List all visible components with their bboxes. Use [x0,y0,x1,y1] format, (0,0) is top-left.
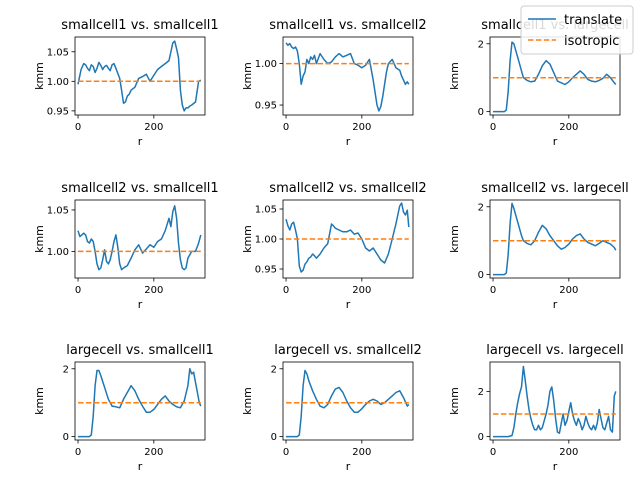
subplot: 0 200 0 2 r kmm largecell vs. largecell [448,343,624,473]
subplot-title: largecell vs. smallcell1 [66,343,213,358]
axes-frame [282,361,414,441]
subplot-title: smallcell2 vs. smallcell1 [61,181,218,196]
y-axis-label: kmm [448,225,461,253]
legend: translate isotropic [520,5,634,55]
subplot-title: smallcell1 vs. smallcell1 [61,18,218,33]
subplot: 0 200 0.95 1.00 1.05 r kmm smallcell1 vs. small… [33,18,219,148]
series-line-translate [493,202,617,276]
axes-frame [489,361,621,441]
y-tick-label: 0 [271,432,277,443]
series-line-translate [493,41,617,113]
y-tick-label: 2 [478,39,484,50]
y-tick-label: 1.05 [255,205,277,216]
subplot: 0 200 1.00 1.05 r kmm smallcell2 vs. smallcell… [33,181,219,311]
y-tick-label: 2 [478,202,484,213]
x-tick-label: 200 [144,285,163,296]
y-tick-label: 0.95 [255,101,277,112]
y-axis-label: kmm [241,62,254,90]
subplot-title: smallcell2 vs. largecell [481,181,628,196]
axes-frame [282,36,414,116]
y-axis-label: kmm [241,225,254,253]
subplot-title: largecell vs. largecell [486,343,624,358]
y-tick-label: 2 [271,364,277,375]
y-tick-label: 1.00 [47,247,69,258]
y-tick-label: 1.05 [47,47,69,58]
y-tick-label: 0 [478,107,484,118]
series-line-translate [285,202,410,273]
series-line-translate [77,40,202,112]
y-tick-label: 0.95 [47,106,69,117]
x-axis-label: r [138,298,143,311]
y-tick-label: 0 [478,432,484,443]
x-tick-label: 200 [352,122,371,133]
y-tick-label: 0 [478,270,484,281]
y-tick-label: 1.05 [47,205,69,216]
x-tick-label: 0 [283,285,289,296]
x-tick-label: 200 [352,447,371,458]
subplot: 0 200 0 2 r kmm largecell vs. smallcell2 [241,343,422,473]
axes-frame [489,199,621,279]
x-tick-label: 200 [559,122,578,133]
subplot: 0 200 0 2 r kmm smallcell2 vs. largecell [448,181,629,311]
x-tick-label: 0 [283,122,289,133]
axes-frame [74,361,206,441]
series-line-translate [493,365,617,438]
series-line-translate [78,368,202,438]
axes-frame [74,199,206,279]
x-axis-label: r [138,135,143,148]
x-tick-label: 200 [144,122,163,133]
y-tick-label: 0 [63,432,69,443]
y-axis-label: kmm [33,387,46,415]
x-axis-label: r [553,460,558,473]
x-tick-label: 0 [75,122,81,133]
x-tick-label: 0 [490,285,496,296]
x-axis-label: r [346,460,351,473]
y-tick-label: 1.00 [255,235,277,246]
y-axis-label: kmm [448,62,461,90]
x-tick-label: 200 [559,285,578,296]
subplot: 0 200 0.95 1.00 r kmm smallcell1 vs. smallcell… [241,18,427,148]
legend-label-translate: translate [564,13,622,28]
y-tick-label: 1.00 [255,59,277,70]
x-axis-label: r [553,298,558,311]
x-tick-label: 0 [75,447,81,458]
series-line-translate [286,369,410,438]
y-tick-label: 2 [478,387,484,398]
y-tick-label: 0.95 [255,265,277,276]
subplot: 0 200 0 2 r kmm largecell vs. smallcell1 [33,343,214,473]
x-tick-label: 200 [144,447,163,458]
y-axis-label: kmm [33,62,46,90]
x-tick-label: 0 [75,285,81,296]
x-axis-label: r [138,460,143,473]
x-tick-label: 0 [283,447,289,458]
series-line-translate [77,205,202,271]
y-axis-label: kmm [241,387,254,415]
x-tick-label: 200 [352,285,371,296]
subplot-title: smallcell2 vs. smallcell2 [269,181,426,196]
axes-frame [74,36,206,116]
legend-frame [520,5,634,55]
y-tick-label: 2 [63,364,69,375]
y-axis-label: kmm [33,225,46,253]
x-tick-label: 0 [490,122,496,133]
subplot-title: smallcell1 vs. smallcell2 [269,18,426,33]
subplot: 0 200 0.95 1.00 1.05 r kmm smallcell2 vs. small… [241,181,427,311]
x-tick-label: 200 [559,447,578,458]
x-axis-label: r [346,135,351,148]
subplot-title: largecell vs. smallcell2 [274,343,421,358]
y-tick-label: 1.00 [47,77,69,88]
x-axis-label: r [346,298,351,311]
x-tick-label: 0 [490,447,496,458]
legend-label-isotropic: isotropic [564,34,619,49]
y-axis-label: kmm [448,387,461,415]
x-axis-label: r [553,135,558,148]
